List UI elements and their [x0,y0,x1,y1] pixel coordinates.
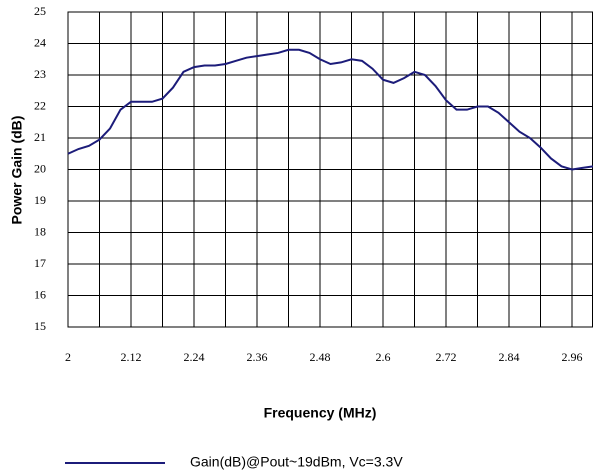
y-tick-label: 20 [34,161,46,175]
legend-label: Gain(dB)@Pout~19dBm, Vc=3.3V [190,454,403,470]
x-tick-label: 2.6 [376,350,391,364]
y-tick-label: 23 [34,67,46,81]
x-tick-label: 2.12 [121,350,142,364]
y-tick-label: 18 [34,224,46,238]
data-line [67,48,593,171]
x-axis-label: Frequency (MHz) [264,405,377,421]
y-tick-label: 16 [34,287,46,301]
x-tick-label: 2 [65,350,71,364]
y-tick-label: 17 [34,256,46,270]
y-tick-label: 21 [34,130,46,144]
x-tick-label: 2.96 [562,350,583,364]
y-tick-label: 22 [34,98,46,112]
y-axis-label: Power Gain (dB) [9,116,25,225]
x-tick-label: 2.84 [499,350,520,364]
x-tick-label: 2.36 [247,350,268,364]
y-tick-label: 24 [34,35,46,49]
x-tick-label: 2.48 [310,350,331,364]
x-tick-label: 2.24 [184,350,205,364]
y-tick-label: 25 [34,4,46,18]
y-tick-label: 15 [34,319,46,333]
y-tick-label: 19 [34,193,46,207]
x-tick-label: 2.72 [436,350,457,364]
